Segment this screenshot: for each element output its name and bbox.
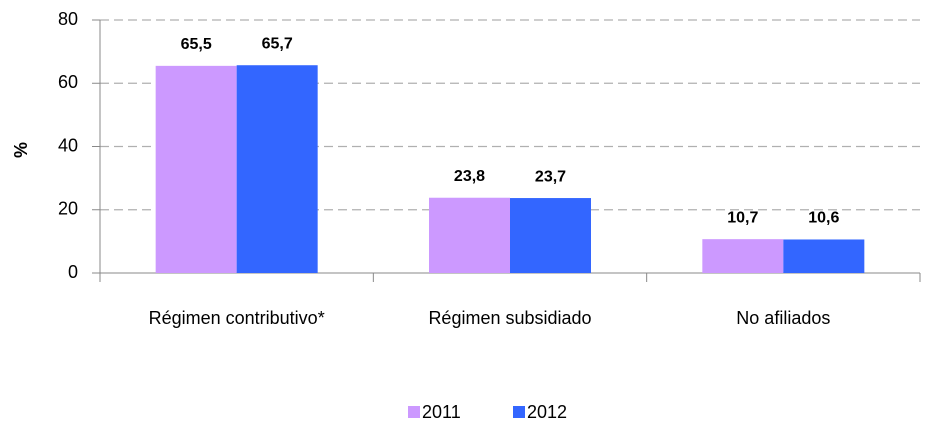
bar — [783, 239, 865, 273]
y-tick-label: 40 — [58, 135, 78, 155]
y-tick-label: 20 — [58, 199, 78, 219]
y-tick-label: 80 — [58, 9, 78, 29]
y-tick-label: 0 — [68, 262, 78, 282]
value-label: 65,7 — [262, 35, 293, 52]
legend-label: 2011 — [422, 402, 461, 422]
bar — [429, 197, 510, 273]
y-axis-label: % — [11, 142, 31, 158]
bar — [155, 65, 237, 273]
legend-label: 2012 — [527, 402, 567, 422]
legend-swatch — [408, 406, 420, 418]
legend-swatch — [513, 406, 525, 418]
value-label: 23,7 — [535, 168, 566, 185]
value-label: 10,7 — [727, 209, 758, 226]
bar — [510, 198, 591, 273]
value-label: 65,5 — [181, 36, 212, 53]
x-tick-label: No afiliados — [736, 308, 830, 328]
bar — [236, 65, 318, 273]
value-label: 10,6 — [808, 210, 839, 227]
x-tick-label: Régimen subsidiado — [428, 308, 591, 328]
x-tick-label: Régimen contributivo* — [149, 308, 325, 328]
y-tick-label: 60 — [58, 72, 78, 92]
bar — [702, 239, 784, 273]
value-label: 23,8 — [454, 168, 485, 185]
